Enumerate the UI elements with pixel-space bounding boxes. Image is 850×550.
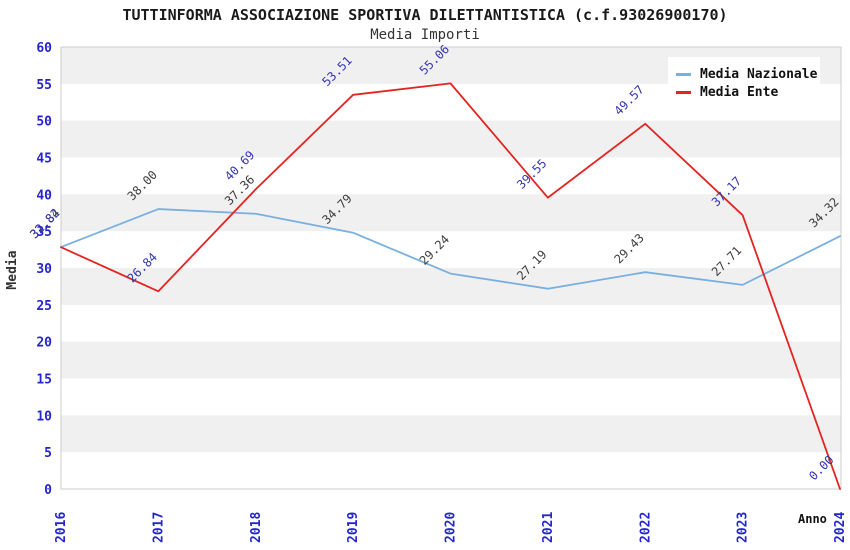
legend-swatch-nazionale-icon [676,73,691,76]
y-axis-title: Media [5,250,20,290]
grid-band [61,415,841,453]
chart-title: TUTTINFORMA ASSOCIAZIONE SPORTIVA DILETT… [122,6,728,24]
x-tick-label: 2019 [346,512,361,543]
x-tick-label: 2021 [541,512,556,543]
legend-label-ente: Media Ente [700,85,779,100]
x-tick-label: 2016 [54,512,69,543]
y-tick-label: 5 [44,446,52,461]
grid-band [61,194,841,232]
plot-border [60,46,842,490]
legend-label-nazionale: Media Nazionale [700,67,818,82]
x-tick-label: 2023 [736,512,751,543]
series-line-ente [60,82,841,490]
series-line-nazionale [60,208,841,290]
y-tick-label: 15 [36,373,52,388]
legend: Media Nazionale Media Ente [668,57,820,110]
x-tick-label: 2017 [151,512,166,543]
point-label-ente: 49.57 [611,83,646,118]
point-label-nazionale: 29.43 [611,231,646,266]
y-tick-label: 25 [36,299,52,314]
y-tick-label: 0 [44,483,52,498]
x-tick-label: 2022 [638,512,653,543]
legend-swatch-ente-icon [676,91,691,94]
y-tick-label: 20 [36,336,52,351]
grid-band [61,120,841,158]
x-axis-title: Anno [798,512,827,526]
legend-item-media-ente[interactable]: Media Ente [676,85,812,100]
y-tick-label: 60 [36,41,52,56]
y-tick-label: 55 [36,78,52,93]
y-tick-label: 10 [36,409,52,424]
y-tick-label: 45 [36,152,52,167]
x-tick-label: 2024 [833,512,848,543]
grid-band [61,341,841,379]
chart-subtitle: Media Importi [370,27,480,43]
y-tick-label: 35 [36,225,52,240]
x-tick-label: 2020 [444,512,459,543]
y-tick-label: 50 [36,115,52,130]
legend-item-media-nazionale[interactable]: Media Nazionale [676,67,817,82]
y-tick-label: 40 [36,188,52,203]
y-tick-label: 30 [36,262,52,277]
point-label-nazionale: 29.24 [417,232,452,267]
point-label-ente: 39.55 [514,156,549,191]
x-tick-label: 2018 [249,512,264,543]
